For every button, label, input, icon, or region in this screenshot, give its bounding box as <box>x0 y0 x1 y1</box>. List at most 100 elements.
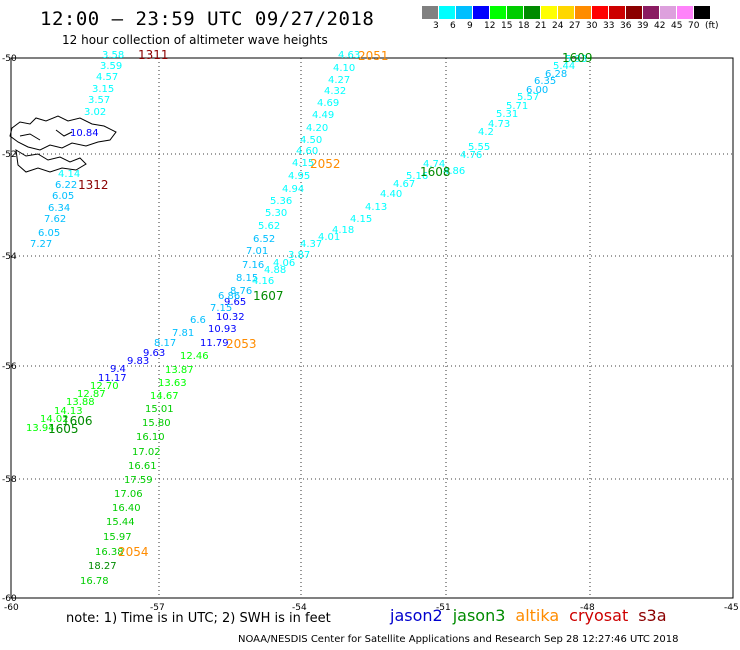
pass-label: 2051 <box>358 49 389 63</box>
legend-swatch <box>592 6 609 19</box>
wave-height-value: 4.86 <box>443 166 465 177</box>
legend-label: 3 <box>433 21 439 31</box>
legend-swatch <box>439 6 456 19</box>
pass-label: 2054 <box>118 545 149 559</box>
wave-height-value: 9.63 <box>143 348 165 359</box>
wave-height-value: 4.74 <box>423 159 445 170</box>
legend-label: 15 <box>501 21 513 31</box>
wave-height-value: 5.62 <box>258 221 280 232</box>
legend-swatch <box>541 6 558 19</box>
wave-height-value: 13.94 <box>26 423 55 434</box>
wave-height-value: 4.69 <box>317 98 339 109</box>
wave-height-value: 14.67 <box>150 391 179 402</box>
longitude-label: -54 <box>292 603 307 613</box>
wave-height-value: 9.83 <box>127 356 149 367</box>
legend-label: 30 <box>586 21 598 31</box>
wave-height-value: 5.71 <box>506 101 528 112</box>
legend-label: 70 <box>688 21 700 31</box>
satellite-name: jason2 <box>390 606 443 625</box>
pass-label: 1608 <box>420 165 451 179</box>
wave-height-value: 4.94 <box>282 184 304 195</box>
wave-height-value: 18.27 <box>88 561 117 572</box>
satellite-name: jason3 <box>452 606 506 625</box>
wave-height-value: 3.87 <box>288 250 310 261</box>
pass-label: 1607 <box>253 289 284 303</box>
pass-label: 1605 <box>48 422 79 436</box>
wave-height-value: 4.88 <box>264 265 286 276</box>
wave-height-value: 15.80 <box>142 418 171 429</box>
latitude-label: -56 <box>2 362 17 372</box>
wave-height-value: 13.87 <box>165 365 194 376</box>
wave-height-value: 7.81 <box>172 328 194 339</box>
longitude-label: -48 <box>580 603 595 613</box>
wave-height-value: 6.6 <box>190 315 206 326</box>
wave-height-value: 4.13 <box>365 202 387 213</box>
wave-height-value: 15.44 <box>106 517 135 528</box>
page-title: 12:00 – 23:59 UTC 09/27/2018 <box>40 8 375 30</box>
wave-height-value: 3.57 <box>88 95 110 106</box>
legend-label: 21 <box>535 21 547 31</box>
legend-label: 18 <box>518 21 530 31</box>
wave-height-value: 3.02 <box>84 107 106 118</box>
legend-label: 12 <box>484 21 496 31</box>
wave-height-value: 14.13 <box>54 406 83 417</box>
legend-label: 24 <box>552 21 564 31</box>
wave-height-value: 14.02 <box>40 414 69 425</box>
wave-height-value: 17.59 <box>124 475 153 486</box>
wave-height-value: 3.15 <box>92 84 114 95</box>
pass-label: 1609 <box>562 51 593 65</box>
wave-height-value: 4.37 <box>300 239 322 250</box>
wave-height-value: 10.32 <box>216 312 245 323</box>
wave-height-value: 5.55 <box>468 142 490 153</box>
legend-label: 27 <box>569 21 581 31</box>
wave-height-value: 17.06 <box>114 489 143 500</box>
wave-height-value: 4.18 <box>332 225 354 236</box>
wave-height-value: 12.87 <box>77 389 106 400</box>
legend-swatch <box>643 6 660 19</box>
wave-height-value: 8.15 <box>236 273 258 284</box>
wave-height-value: 7.27 <box>30 239 52 250</box>
pass-label: 2052 <box>310 157 341 171</box>
latitude-label: -60 <box>2 594 17 604</box>
wave-height-value: 4.06 <box>273 258 295 269</box>
wave-height-value: 7.16 <box>242 260 264 271</box>
legend-swatch <box>558 6 575 19</box>
latitude-label: -50 <box>2 54 17 64</box>
longitude-label: -51 <box>436 603 451 613</box>
wave-height-value: 4.73 <box>488 119 510 130</box>
pass-label: 1606 <box>62 414 93 428</box>
pass-label: 1311 <box>138 48 169 62</box>
wave-height-value: 16.40 <box>112 503 141 514</box>
legend-swatch <box>694 6 711 19</box>
wave-height-value: 3.58 <box>102 50 124 61</box>
legend-swatch <box>575 6 592 19</box>
wave-height-value: 6.05 <box>52 191 74 202</box>
pass-label: 2053 <box>226 337 257 351</box>
legend-swatch <box>456 6 473 19</box>
wave-height-value: 4.60 <box>296 146 318 157</box>
wave-height-value: 6.34 <box>48 203 70 214</box>
wave-height-value: 6.22 <box>55 180 77 191</box>
wave-height-value: 5.16 <box>406 171 428 182</box>
wave-height-value: 8.17 <box>154 338 176 349</box>
wave-height-value: 16.38 <box>95 547 124 558</box>
legend-label: 9 <box>467 21 473 31</box>
legend-label: 42 <box>654 21 666 31</box>
wave-height-value: 13.63 <box>158 378 187 389</box>
satellite-name: cryosat <box>569 606 629 625</box>
wave-height-value: 4.67 <box>393 179 415 190</box>
falkland-islands-coastline <box>9 115 117 173</box>
satellite-name: altika <box>515 606 560 625</box>
pass-label: 1312 <box>78 178 109 192</box>
wave-height-value: 6.86 <box>218 291 240 302</box>
wave-height-value: 6.00 <box>526 85 548 96</box>
wave-height-value: 11.17 <box>98 373 127 384</box>
wave-height-values: 3.583.594.573.153.573.0210.844.146.226.0… <box>26 50 587 587</box>
legend-swatch <box>609 6 626 19</box>
wave-height-value: 4.20 <box>306 123 328 134</box>
page-subtitle: 12 hour collection of altimeter wave hei… <box>62 33 328 47</box>
latitude-label: -54 <box>2 252 17 262</box>
wave-height-value: 4.76 <box>460 150 482 161</box>
legend-swatch <box>524 6 541 19</box>
